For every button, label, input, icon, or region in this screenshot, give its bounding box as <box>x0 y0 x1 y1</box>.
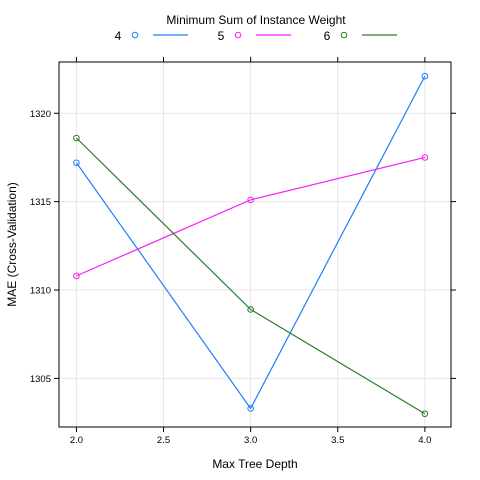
legend: 4 5 6 <box>115 29 397 43</box>
x-tick-label: 4.0 <box>418 435 431 446</box>
data-point <box>247 196 254 204</box>
x-tick-label: 2.5 <box>157 435 170 446</box>
legend-point-key <box>340 31 348 39</box>
legend-label: 6 <box>324 29 331 43</box>
ticks: 2.0 2.5 3.0 3.5 4.0 1305 1310 1315 1320 <box>30 57 456 446</box>
data-point <box>421 410 429 418</box>
series-line <box>75 75 426 410</box>
legend-label: 5 <box>218 29 225 43</box>
legend-point-key <box>131 31 139 39</box>
legend-point-key <box>234 31 242 39</box>
series-4 <box>73 72 429 412</box>
series-5 <box>73 154 429 280</box>
legend-item-4: 4 <box>115 29 188 43</box>
y-tick-label: 1310 <box>30 286 51 297</box>
y-axis-title: MAE (Cross-Validation) <box>5 182 19 306</box>
series-line <box>76 137 426 415</box>
legend-title: Minimum Sum of Instance Weight <box>166 13 346 27</box>
x-tick-label: 3.5 <box>331 435 344 446</box>
series-6 <box>73 134 429 418</box>
data-point <box>73 272 80 280</box>
y-tick-label: 1320 <box>30 109 51 120</box>
data-point <box>73 159 80 167</box>
legend-item-5: 5 <box>218 29 291 43</box>
plot-frame <box>58 61 452 428</box>
x-axis-title: Max Tree Depth <box>212 457 297 471</box>
series-layer <box>73 72 429 418</box>
data-point <box>247 405 254 412</box>
series-line <box>76 156 426 277</box>
x-tick-label: 2.0 <box>70 435 83 446</box>
x-tick-label: 3.0 <box>244 435 257 446</box>
legend-item-6: 6 <box>324 29 397 43</box>
y-tick-label: 1305 <box>30 374 51 385</box>
data-point <box>73 134 80 142</box>
data-point <box>421 72 429 80</box>
grid <box>59 62 451 427</box>
data-point <box>247 306 254 313</box>
legend-label: 4 <box>115 29 122 43</box>
y-tick-label: 1315 <box>30 197 51 208</box>
data-point <box>421 154 429 161</box>
